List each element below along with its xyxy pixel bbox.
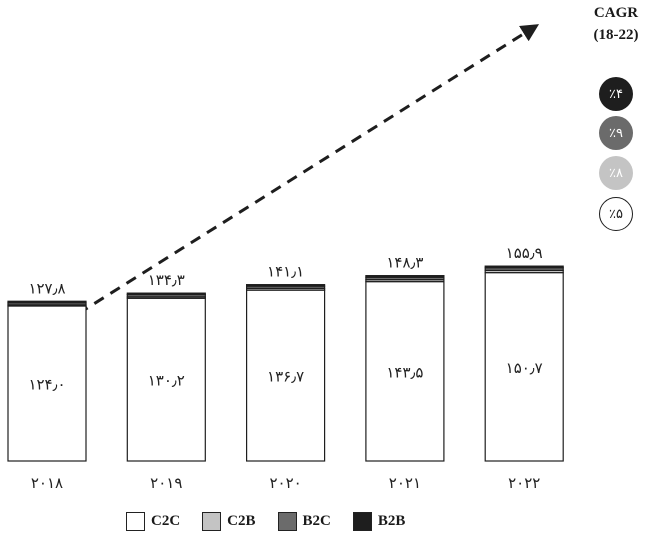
cagr-title: CAGR (18-22) <box>583 2 649 46</box>
cagr-title-text: CAGR <box>593 5 639 21</box>
bar-inner-label-3: ۱۴۳٫۵ <box>386 363 423 381</box>
bar-segment-b2b-1 <box>126 292 206 296</box>
bar-total-label-3: ۱۴۸٫۳ <box>386 254 423 272</box>
legend-item-b2b: B2B <box>352 512 406 531</box>
bar-inner-label-1: ۱۳۰٫۲ <box>148 372 185 390</box>
x-tick-label-0: ۲۰۱۸ <box>31 474 63 492</box>
legend-swatch-c2c <box>126 512 145 531</box>
bar-segment-b2b-2 <box>246 284 326 287</box>
legend-item-c2b: C2B <box>202 512 256 531</box>
cagr-badge-b2c: ٪۹ <box>599 116 633 150</box>
x-tick-label-1: ۲۰۱۹ <box>150 474 182 492</box>
cagr-badge-c2b: ٪۸ <box>599 156 633 190</box>
bar-total-label-1: ۱۳۴٫۳ <box>148 271 185 289</box>
bar-segment-c2c-4 <box>484 272 564 462</box>
cagr-badge-c2c: ٪۵ <box>599 197 633 231</box>
bar-segment-c2c-2 <box>246 289 326 462</box>
legend-label-c2b: C2B <box>227 513 256 529</box>
legend-item-c2c: C2C <box>126 512 180 531</box>
legend-label-b2b: B2B <box>377 513 406 529</box>
bar-inner-label-2: ۱۳۶٫۷ <box>267 368 304 386</box>
bar-total-label-4: ۱۵۵٫۹ <box>506 244 543 262</box>
bar-inner-label-0: ۱۲۴٫۰ <box>28 376 65 394</box>
bar-segment-b2b-3 <box>365 275 445 278</box>
x-tick-label-4: ۲۰۲۲ <box>508 474 540 492</box>
bar-segment-c2c-1 <box>126 297 206 462</box>
legend-item-b2c: B2C <box>277 512 331 531</box>
legend-label-b2c: B2C <box>302 513 331 529</box>
cagr-badge-b2b: ٪۴ <box>599 77 633 111</box>
bar-segment-b2b-4 <box>484 265 564 269</box>
bar-total-label-2: ۱۴۱٫۱ <box>267 263 304 281</box>
x-tick-label-2: ۲۰۲۰ <box>269 474 301 492</box>
bar-inner-label-4: ۱۵۰٫۷ <box>506 359 543 377</box>
legend-swatch-b2c <box>277 512 297 531</box>
legend-swatch-b2b <box>352 512 372 531</box>
x-tick-label-3: ۲۰۲۱ <box>389 474 421 492</box>
bar-total-label-0: ۱۲۷٫۸ <box>28 279 65 297</box>
legend-label-c2c: C2C <box>151 513 181 529</box>
bar-segment-b2b-0 <box>7 300 87 304</box>
legend-swatch-c2b <box>202 512 222 531</box>
bar-segment-c2c-3 <box>365 281 445 462</box>
cagr-period-text: (18-22) <box>593 27 639 43</box>
trend-arrow <box>29 24 540 346</box>
chart-legend: C2C C2B B2C B2B <box>126 512 427 531</box>
